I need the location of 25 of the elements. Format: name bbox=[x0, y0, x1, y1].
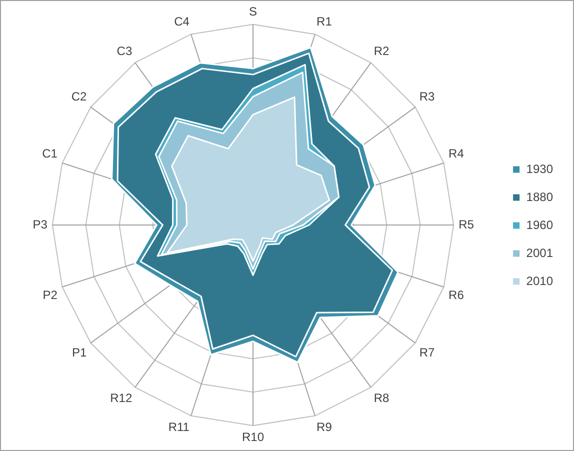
spoke-label: P2 bbox=[42, 288, 58, 302]
legend-label: 1960 bbox=[526, 218, 554, 232]
spoke-label: C4 bbox=[174, 14, 190, 29]
spoke-label: C2 bbox=[71, 89, 87, 104]
spoke-label: P3 bbox=[32, 217, 48, 232]
spoke-label: R9 bbox=[316, 420, 332, 434]
spoke-label: R6 bbox=[448, 288, 464, 302]
spoke-label: R7 bbox=[419, 345, 435, 360]
spoke-label: R2 bbox=[374, 44, 390, 58]
legend-label: 2001 bbox=[526, 246, 554, 260]
spoke-label: C1 bbox=[42, 146, 58, 161]
legend-label: 2010 bbox=[526, 274, 554, 288]
legend-label: 1930 bbox=[526, 162, 554, 176]
spoke-label: P1 bbox=[72, 345, 87, 360]
spoke-label: R8 bbox=[374, 390, 390, 405]
spoke-label: R3 bbox=[419, 89, 435, 104]
spoke-label: R12 bbox=[110, 390, 132, 405]
legend-label: 1880 bbox=[526, 190, 554, 204]
spoke-label: S bbox=[248, 4, 258, 19]
spoke-label: C3 bbox=[116, 44, 132, 58]
spoke-label: R4 bbox=[448, 146, 464, 161]
spoke-label: R5 bbox=[458, 217, 474, 232]
spoke-label: R10 bbox=[242, 430, 264, 444]
spoke-label: R11 bbox=[168, 420, 190, 434]
spoke-label: R1 bbox=[316, 14, 332, 29]
